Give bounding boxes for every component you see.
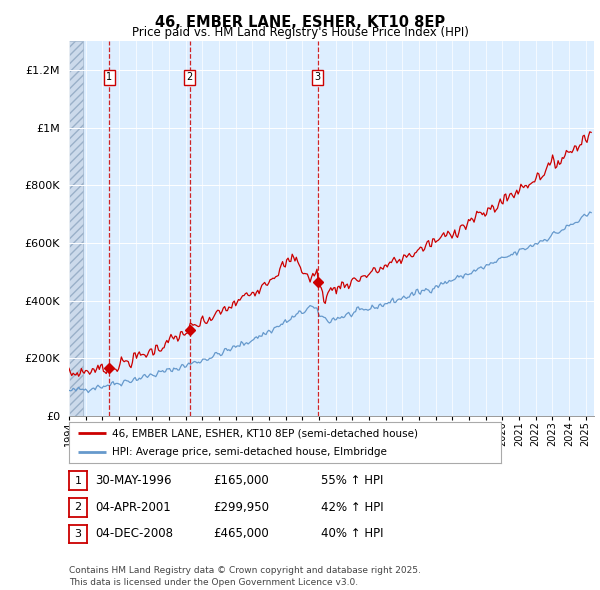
Text: 30-MAY-1996: 30-MAY-1996: [95, 474, 172, 487]
Text: 1: 1: [74, 476, 82, 486]
Text: 3: 3: [74, 529, 82, 539]
Text: 04-APR-2001: 04-APR-2001: [95, 501, 170, 514]
Text: HPI: Average price, semi-detached house, Elmbridge: HPI: Average price, semi-detached house,…: [112, 447, 387, 457]
Text: 42% ↑ HPI: 42% ↑ HPI: [321, 501, 383, 514]
Text: 46, EMBER LANE, ESHER, KT10 8EP (semi-detached house): 46, EMBER LANE, ESHER, KT10 8EP (semi-de…: [112, 428, 418, 438]
Text: 3: 3: [314, 73, 321, 83]
Text: Contains HM Land Registry data © Crown copyright and database right 2025.
This d: Contains HM Land Registry data © Crown c…: [69, 566, 421, 587]
Text: 46, EMBER LANE, ESHER, KT10 8EP: 46, EMBER LANE, ESHER, KT10 8EP: [155, 15, 445, 30]
Text: 2: 2: [187, 73, 193, 83]
Text: 1: 1: [106, 73, 112, 83]
Text: £165,000: £165,000: [213, 474, 269, 487]
Text: 55% ↑ HPI: 55% ↑ HPI: [321, 474, 383, 487]
Text: 04-DEC-2008: 04-DEC-2008: [95, 527, 173, 540]
Text: £299,950: £299,950: [213, 501, 269, 514]
Text: Price paid vs. HM Land Registry's House Price Index (HPI): Price paid vs. HM Land Registry's House …: [131, 26, 469, 39]
Text: 2: 2: [74, 503, 82, 512]
Text: 40% ↑ HPI: 40% ↑ HPI: [321, 527, 383, 540]
Text: £465,000: £465,000: [213, 527, 269, 540]
